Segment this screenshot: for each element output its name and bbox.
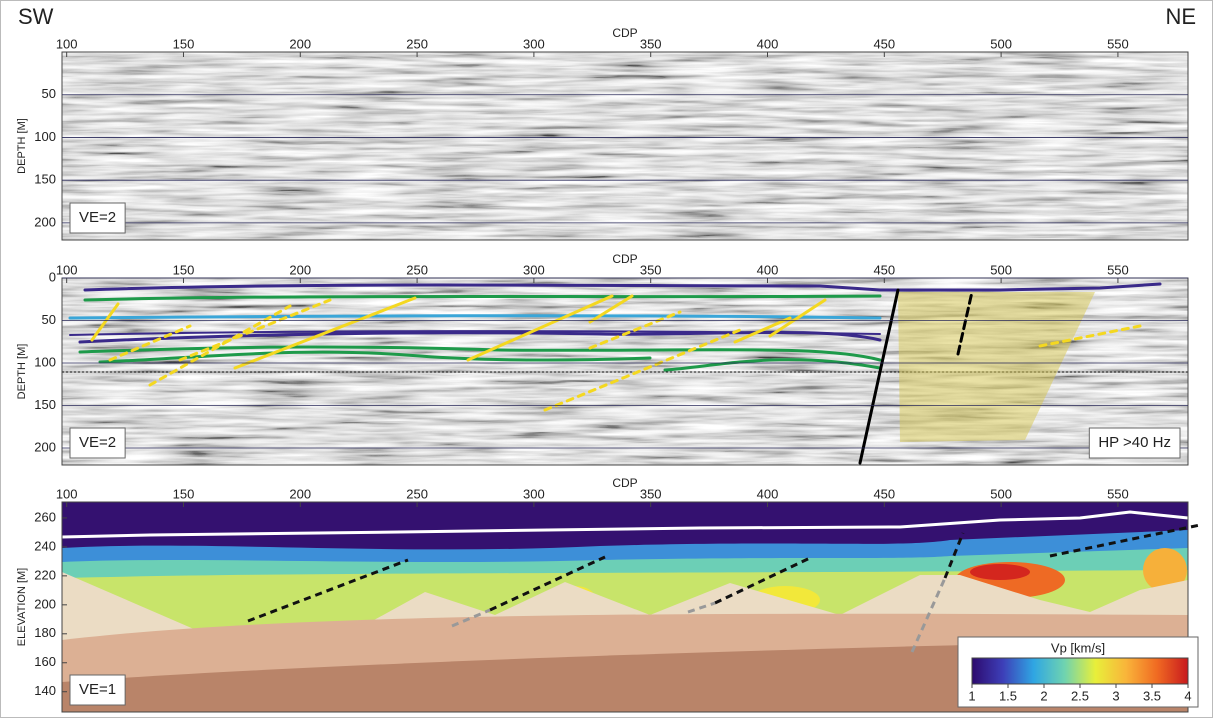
annotation-box <box>69 674 126 706</box>
y-tick-label: 260 <box>34 509 56 524</box>
x-tick-label: 450 <box>873 36 895 51</box>
y-tick-label: 150 <box>34 397 56 412</box>
y-tick-label: 100 <box>34 354 56 369</box>
x-tick-label: 500 <box>990 486 1012 501</box>
x-tick-label: 250 <box>406 36 428 51</box>
direction-right: NE <box>1165 4 1196 29</box>
x-tick-label: 250 <box>406 262 428 277</box>
x-tick-label: 100 <box>56 486 78 501</box>
x-tick-label: 150 <box>173 486 195 501</box>
colorbar-tick-label: 3 <box>1112 688 1119 703</box>
x-tick-label: 550 <box>1107 262 1129 277</box>
x-tick-label: 400 <box>757 486 779 501</box>
x-tick-label: 550 <box>1107 36 1129 51</box>
seismic-image <box>62 52 1188 240</box>
x-tick-label: 400 <box>757 36 779 51</box>
x-tick-label: 350 <box>640 486 662 501</box>
direction-left: SW <box>18 4 54 29</box>
colorbar-tick-label: 1.5 <box>999 688 1017 703</box>
colorbar-tick-label: 2.5 <box>1071 688 1089 703</box>
colorbar-tick-label: 3.5 <box>1143 688 1161 703</box>
x-tick-label: 450 <box>873 486 895 501</box>
y-tick-label: 50 <box>42 86 56 101</box>
x-axis-label: CDP <box>612 476 637 490</box>
annotation: HP >40 Hz <box>1098 434 1171 451</box>
x-tick-label: 500 <box>990 36 1012 51</box>
x-axis-label: CDP <box>612 26 637 40</box>
x-tick-label: 100 <box>56 262 78 277</box>
x-tick-label: 150 <box>173 262 195 277</box>
x-tick-label: 200 <box>289 262 311 277</box>
colorbar-tick-label: 4 <box>1184 688 1191 703</box>
y-axis-label: DEPTH [M] <box>16 118 28 174</box>
x-tick-label: 450 <box>873 262 895 277</box>
y-axis-label: ELEVATION [M] <box>16 568 28 646</box>
x-tick-label: 550 <box>1107 486 1129 501</box>
annotation-box <box>69 427 126 459</box>
x-tick-label: 150 <box>173 36 195 51</box>
y-tick-label: 150 <box>34 172 56 187</box>
x-tick-label: 250 <box>406 486 428 501</box>
annotation: VE=2 <box>79 209 116 226</box>
y-tick-label: 100 <box>34 129 56 144</box>
y-tick-label: 180 <box>34 625 56 640</box>
annotation: VE=2 <box>79 434 116 451</box>
colorbar-title: Vp [km/s] <box>1051 640 1105 655</box>
y-tick-label: 140 <box>34 683 56 698</box>
colorbar <box>971 657 1189 685</box>
x-axis-label: CDP <box>612 252 637 266</box>
colorbar-tick-label: 2 <box>1040 688 1047 703</box>
y-tick-label: 240 <box>34 538 56 553</box>
y-tick-label: 200 <box>34 596 56 611</box>
x-tick-label: 100 <box>56 36 78 51</box>
x-tick-label: 200 <box>289 486 311 501</box>
annotation-box <box>69 202 126 234</box>
annotation-box <box>1088 427 1181 459</box>
x-tick-label: 400 <box>757 262 779 277</box>
colorbar-tick-label: 1 <box>968 688 975 703</box>
x-tick-label: 300 <box>523 36 545 51</box>
x-tick-label: 200 <box>289 36 311 51</box>
y-tick-label: 50 <box>42 312 56 327</box>
y-tick-label: 160 <box>34 654 56 669</box>
x-tick-label: 500 <box>990 262 1012 277</box>
annotation: VE=1 <box>79 681 116 698</box>
plot-frame <box>61 501 1189 713</box>
x-tick-label: 350 <box>640 262 662 277</box>
x-tick-label: 300 <box>523 262 545 277</box>
velocity-image <box>61 502 1201 712</box>
y-tick-label: 200 <box>34 439 56 454</box>
plot-frame <box>61 51 1189 241</box>
x-tick-label: 350 <box>640 36 662 51</box>
x-tick-label: 300 <box>523 486 545 501</box>
y-tick-label: 220 <box>34 567 56 582</box>
y-tick-label: 0 <box>49 269 56 284</box>
y-axis-label: DEPTH [M] <box>16 344 28 400</box>
y-tick-label: 200 <box>34 214 56 229</box>
